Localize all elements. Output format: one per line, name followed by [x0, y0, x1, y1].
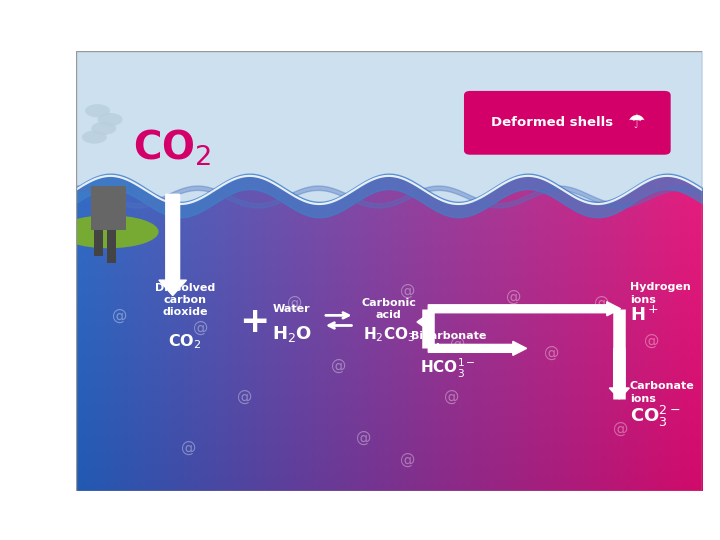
Text: Source:: Source: [148, 455, 200, 468]
Bar [94, 230, 103, 256]
Text: H$_2$O: H$_2$O [271, 325, 312, 345]
Text: CO$_3^{2-}$: CO$_3^{2-}$ [630, 404, 680, 429]
Text: @: @ [450, 336, 465, 351]
FancyArrow shape [609, 348, 629, 399]
Text: @: @ [181, 440, 196, 455]
Bar [91, 186, 126, 230]
Text: ☂: ☂ [626, 113, 644, 132]
Text: @: @ [400, 453, 415, 468]
Ellipse shape [85, 104, 110, 117]
Text: +: + [239, 305, 269, 339]
Text: Hydrogen
ions: Hydrogen ions [630, 282, 690, 305]
Text: @: @ [594, 295, 609, 310]
FancyBboxPatch shape [464, 91, 671, 155]
Text: H$^+$: H$^+$ [630, 306, 659, 325]
Ellipse shape [97, 113, 122, 126]
Text: @: @ [613, 421, 629, 436]
FancyArrow shape [428, 302, 621, 316]
Text: CO$_2$: CO$_2$ [133, 128, 212, 168]
Text: @: @ [193, 320, 209, 335]
Bar [107, 230, 116, 262]
Text: @: @ [544, 346, 559, 360]
Text: @: @ [356, 430, 372, 445]
Text: @: @ [112, 308, 127, 323]
Text: @: @ [237, 389, 253, 404]
Ellipse shape [91, 122, 117, 135]
Text: Bicarbonate
ions: Bicarbonate ions [410, 330, 486, 353]
Text: H$_2$CO$_3$: H$_2$CO$_3$ [363, 325, 415, 343]
Text: @: @ [444, 389, 459, 404]
Text: Water: Water [273, 304, 310, 314]
Text: Initial chemical reactions when CO$_2$ is absorbed by water: Initial chemical reactions when CO$_2$ i… [127, 72, 656, 94]
Text: (www.epoca-project.eu): (www.epoca-project.eu) [372, 455, 525, 468]
Text: HCO$_3^{1-}$: HCO$_3^{1-}$ [420, 356, 476, 380]
Text: Deformed shells: Deformed shells [491, 116, 613, 129]
Text: @: @ [400, 282, 415, 298]
Text: CO$_2$: CO$_2$ [168, 333, 202, 351]
Ellipse shape [82, 131, 107, 144]
Text: Dissolved
carbon
dioxide: Dissolved carbon dioxide [155, 282, 215, 318]
FancyArrow shape [417, 315, 427, 329]
Text: @: @ [644, 333, 660, 348]
Text: Ocean Acidification, Questions Answered: Ocean Acidification, Questions Answered [171, 455, 460, 468]
Text: @: @ [331, 358, 346, 373]
FancyArrow shape [159, 194, 186, 295]
Text: Carbonate
ions: Carbonate ions [630, 381, 695, 403]
Text: @: @ [287, 295, 302, 310]
Text: Carbonic
acid: Carbonic acid [361, 298, 416, 320]
Ellipse shape [58, 215, 158, 248]
FancyArrow shape [428, 341, 526, 355]
Text: @: @ [506, 289, 522, 304]
Bar [76, 51, 702, 207]
